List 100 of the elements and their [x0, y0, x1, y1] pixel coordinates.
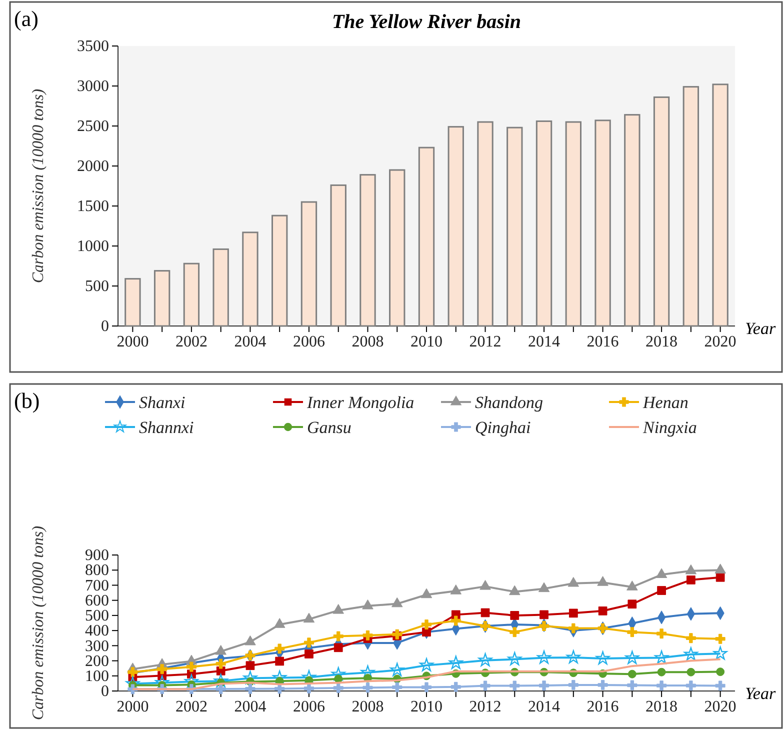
- point: [714, 564, 726, 574]
- x-tick-label: 2000: [116, 698, 149, 716]
- point: [214, 674, 228, 688]
- point: [625, 650, 640, 664]
- x-axis-title: Year: [745, 319, 776, 338]
- point: [184, 674, 198, 688]
- bar: [653, 96, 670, 327]
- point: [274, 684, 285, 694]
- point: [216, 658, 226, 669]
- bar: [154, 270, 170, 327]
- bar: [272, 214, 288, 327]
- point: [450, 682, 461, 692]
- legend-label: Qinghai: [475, 418, 531, 437]
- point: [597, 576, 608, 586]
- point: [186, 662, 196, 672]
- point: [568, 623, 578, 634]
- point: [540, 610, 548, 620]
- point: [215, 644, 226, 655]
- y-tick-label: 900: [85, 547, 109, 564]
- x-tick-label: 2002: [175, 333, 208, 350]
- point: [510, 680, 520, 691]
- y-tick-label: 2500: [77, 118, 109, 136]
- chart-title: The Yellow River basin: [332, 11, 522, 33]
- x-tick-label: 2002: [175, 698, 208, 716]
- bar: [242, 232, 258, 327]
- point: [539, 621, 550, 632]
- point: [448, 656, 463, 670]
- point: [598, 680, 608, 690]
- point: [480, 680, 490, 691]
- x-tick-label: 2020: [704, 698, 736, 716]
- y-tick-label: 500: [85, 608, 109, 625]
- point: [539, 680, 550, 691]
- point: [657, 668, 666, 676]
- point: [362, 630, 373, 640]
- point: [275, 656, 284, 666]
- bar: [448, 126, 464, 327]
- y-tick-label: 200: [85, 652, 109, 670]
- point: [245, 650, 256, 660]
- point: [598, 606, 608, 616]
- point: [450, 584, 462, 594]
- point: [243, 670, 258, 684]
- point: [480, 580, 491, 590]
- point: [334, 643, 343, 652]
- point: [716, 668, 725, 676]
- y-tick-label: 0: [101, 318, 109, 336]
- x-tick-label: 2014: [528, 698, 560, 716]
- point: [538, 582, 550, 592]
- legend-label: Gansu: [307, 418, 352, 437]
- point: [656, 628, 667, 639]
- point: [274, 644, 285, 654]
- point: [272, 670, 287, 684]
- point: [362, 599, 374, 610]
- point: [274, 618, 286, 628]
- y-tick-label: 3000: [77, 78, 109, 96]
- bar: [124, 278, 141, 327]
- bar: [212, 248, 229, 327]
- legend-label: Inner Mongolia: [306, 393, 414, 412]
- point: [304, 683, 314, 694]
- y-tick-label: 0: [101, 683, 109, 700]
- point: [713, 646, 728, 660]
- legend-label: Shandong: [475, 393, 543, 412]
- y-tick-label: 400: [85, 622, 109, 640]
- point: [657, 586, 666, 595]
- bar: [477, 121, 494, 327]
- y-axis-title: Carbon emission (10000 tons): [30, 88, 47, 284]
- bar: [624, 114, 640, 327]
- text: (a): [14, 6, 38, 31]
- y-tick-label: 500: [85, 278, 109, 296]
- x-tick-label: 2020: [704, 333, 736, 350]
- point: [510, 611, 520, 620]
- point: [626, 580, 638, 590]
- x-tick-label: 2008: [352, 333, 384, 350]
- x-tick-label: 2010: [410, 698, 442, 716]
- y-axis-title: Carbon emission (10000 tons): [30, 526, 47, 720]
- y-tick-label: 700: [85, 577, 109, 594]
- point: [715, 680, 726, 691]
- x-tick-label: 2018: [646, 333, 678, 350]
- bar: [389, 169, 406, 327]
- point: [478, 653, 492, 666]
- point: [508, 652, 522, 666]
- point: [360, 665, 375, 679]
- y-tick-label: 3500: [77, 38, 109, 56]
- point: [391, 597, 403, 608]
- point: [686, 576, 696, 584]
- point: [331, 667, 346, 680]
- bar: [300, 201, 318, 327]
- point: [656, 680, 667, 691]
- point: [596, 651, 610, 665]
- point: [362, 682, 373, 693]
- point: [333, 631, 344, 642]
- point: [568, 608, 578, 618]
- bar: [536, 120, 552, 327]
- point: [568, 576, 580, 587]
- y-tick-label: 800: [85, 562, 109, 580]
- text: (b): [14, 388, 40, 413]
- point: [332, 604, 344, 614]
- point: [420, 658, 434, 672]
- point: [627, 680, 638, 690]
- point: [422, 628, 431, 636]
- point: [392, 682, 402, 692]
